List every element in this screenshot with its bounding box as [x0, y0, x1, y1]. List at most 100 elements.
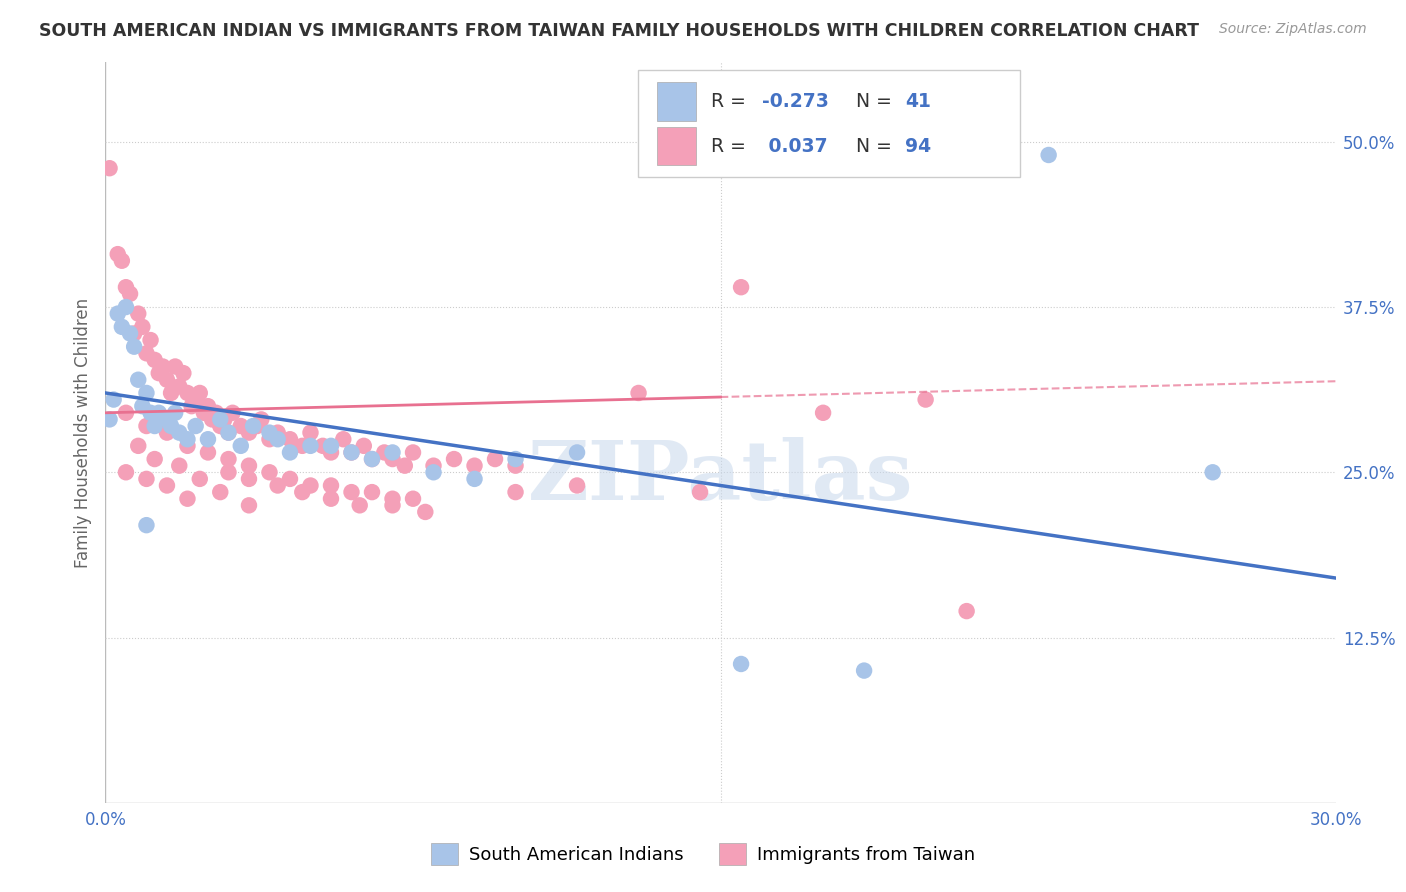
Point: [188, 472, 211, 486]
Point: [299, 478, 322, 492]
Point: [238, 425, 260, 440]
Point: [214, 412, 236, 426]
Point: [115, 280, 138, 294]
Point: [1202, 465, 1225, 479]
Text: N =: N =: [856, 136, 898, 155]
Point: [381, 452, 404, 467]
Point: [111, 253, 134, 268]
Text: Source: ZipAtlas.com: Source: ZipAtlas.com: [1219, 22, 1367, 37]
Point: [209, 485, 232, 500]
Point: [914, 392, 936, 407]
Point: [238, 499, 260, 513]
Point: [127, 307, 149, 321]
Point: [131, 319, 153, 334]
Y-axis label: Family Households with Children: Family Households with Children: [73, 298, 91, 567]
Point: [156, 412, 179, 426]
Point: [143, 352, 166, 367]
Point: [730, 280, 752, 294]
Point: [238, 472, 260, 486]
Point: [332, 432, 354, 446]
Point: [246, 419, 269, 434]
Point: [139, 333, 162, 347]
Point: [98, 412, 121, 426]
Point: [172, 366, 194, 380]
Point: [111, 319, 134, 334]
Point: [259, 425, 281, 440]
Point: [853, 664, 876, 678]
Point: [156, 478, 179, 492]
Point: [143, 452, 166, 467]
Point: [1038, 148, 1060, 162]
Point: [422, 465, 444, 479]
Point: [267, 478, 290, 492]
Point: [160, 419, 183, 434]
Point: [156, 425, 179, 440]
Point: [176, 386, 198, 401]
Point: [165, 406, 187, 420]
Point: [197, 399, 219, 413]
Point: [205, 406, 228, 420]
Point: [319, 445, 342, 459]
Point: [238, 458, 260, 473]
Point: [135, 472, 157, 486]
Point: [131, 399, 153, 413]
Point: [176, 439, 198, 453]
Point: [278, 472, 301, 486]
FancyBboxPatch shape: [657, 127, 696, 165]
Point: [278, 445, 301, 459]
Point: [209, 419, 232, 434]
Text: 41: 41: [905, 92, 931, 112]
Point: [184, 392, 207, 407]
Point: [120, 286, 141, 301]
Point: [259, 465, 281, 479]
Point: [120, 326, 141, 341]
Point: [505, 458, 527, 473]
Point: [98, 161, 121, 176]
Point: [267, 432, 290, 446]
Point: [221, 406, 243, 420]
Point: [209, 412, 232, 426]
Point: [353, 439, 375, 453]
Point: [565, 445, 588, 459]
Point: [169, 425, 191, 440]
Point: [373, 445, 395, 459]
Point: [394, 458, 416, 473]
Point: [415, 505, 437, 519]
Point: [229, 419, 252, 434]
Point: [361, 485, 384, 500]
Point: [381, 445, 404, 459]
Point: [319, 478, 342, 492]
Point: [565, 478, 588, 492]
Point: [169, 458, 191, 473]
Point: [381, 491, 404, 506]
Point: [340, 445, 363, 459]
Point: [160, 386, 183, 401]
Point: [165, 359, 187, 374]
Point: [180, 399, 202, 413]
Text: -0.273: -0.273: [762, 92, 830, 112]
Point: [340, 445, 363, 459]
Point: [197, 445, 219, 459]
Point: [242, 419, 264, 434]
Point: [505, 485, 527, 500]
Point: [156, 373, 179, 387]
Point: [312, 439, 335, 453]
Point: [152, 359, 174, 374]
Point: [188, 386, 211, 401]
Point: [299, 439, 322, 453]
Point: [135, 518, 157, 533]
Point: [229, 439, 252, 453]
Point: [484, 452, 506, 467]
Point: [291, 485, 314, 500]
Point: [135, 419, 157, 434]
Point: [259, 432, 281, 446]
Point: [402, 491, 425, 506]
Point: [135, 346, 157, 360]
Point: [299, 425, 322, 440]
Point: [627, 386, 650, 401]
Point: [278, 432, 301, 446]
Point: [176, 432, 198, 446]
Text: 94: 94: [905, 136, 931, 155]
Point: [193, 406, 215, 420]
Point: [122, 340, 145, 354]
